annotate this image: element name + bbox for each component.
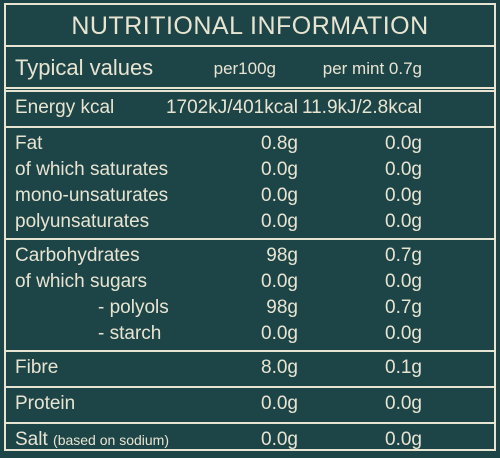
row-label: - starch [98,323,161,345]
row-label: of which saturates [15,159,168,181]
row-label-text: Protein [15,393,76,414]
value-per-100g: 8.0g [261,357,298,378]
table-row: mono-unsaturates 0.0g 0.0g [6,183,494,209]
row-group: Protein 0.0g 0.0g [6,388,494,424]
value-per-mint: 0.0g [385,133,422,154]
title: NUTRITIONAL INFORMATION [6,5,494,47]
value-per-100g: 0.0g [261,211,298,232]
value-per-100g: 98g [266,245,298,266]
table-row: - polyols 98g 0.7g [6,295,494,321]
row-label-text: - starch [98,323,162,344]
row-label-text: Salt [15,429,48,450]
value-per-mint: 0.0g [385,429,422,450]
table-body: Energy kcal 1702kJ/401kcal 11.9kJ/2.8kcal F… [6,92,494,458]
row-label-text: Fat [15,133,43,154]
row-label: Carbohydrates [15,245,140,267]
header-label: Typical values [15,55,154,80]
row-note: (based on sodium) [53,432,169,448]
row-label-text: of which sugars [15,271,148,292]
row-label: Fat [15,133,42,155]
value-per-100g: 98g [266,297,298,318]
row-group: Salt (based on sodium) 0.0g 0.0g [6,424,494,458]
value-per-100g: 0.0g [261,393,298,414]
table-row: Protein 0.0g 0.0g [6,391,494,419]
row-label-text: polyunsaturates [15,211,150,232]
row-group: Fibre 8.0g 0.1g [6,352,494,388]
table-row: of which saturates 0.0g 0.0g [6,157,494,183]
value-per-mint: 0.0g [385,159,422,180]
header-column: per mint 0.7g [322,59,422,78]
table-row: polyunsaturates 0.0g 0.0g [6,209,494,235]
value-per-mint: 0.0g [385,393,422,414]
row-label: Fibre [15,357,58,379]
row-group: Energy kcal 1702kJ/401kcal 11.9kJ/2.8kcal [6,92,494,128]
value-per-100g: 0.0g [261,271,298,292]
row-label: - polyols [98,297,169,319]
value-per-100g: 0.0g [261,159,298,180]
row-label-text: of which saturates [15,159,169,180]
value-per-mint: 11.9kJ/2.8kcal [301,97,422,118]
row-label-text: Energy kcal [15,97,115,118]
row-label-text: - polyols [98,297,169,318]
table-row: Fat 0.8g 0.0g [6,131,494,157]
value-per-mint: 0.0g [385,323,422,344]
row-label-text: mono-unsaturates [15,185,169,206]
table-row: - starch 0.0g 0.0g [6,321,494,347]
row-label: Salt (based on sodium) [15,429,169,451]
row-group: Fat 0.8g 0.0g of which saturates 0.0g 0.0g mon… [6,128,494,240]
header-column: per100g [213,59,276,78]
value-per-100g: 0.8g [261,133,298,154]
value-per-100g: 1702kJ/401kcal [165,97,298,118]
header-row: Typical values per100g per mint 0.7g [6,47,494,92]
value-per-100g: 0.0g [261,429,298,450]
row-label: mono-unsaturates [15,185,168,207]
table-row: Salt (based on sodium) 0.0g 0.0g [6,427,494,455]
row-group: Carbohydrates 98g 0.7g of which sugars 0.0g 0… [6,240,494,352]
value-per-100g: 0.0g [261,185,298,206]
row-label: Protein [15,393,75,415]
row-label: Energy kcal [15,97,114,119]
value-per-mint: 0.0g [385,271,422,292]
value-per-mint: 0.7g [385,297,422,318]
table-row: Energy kcal 1702kJ/401kcal 11.9kJ/2.8kcal [6,95,494,123]
nutrition-label: NUTRITIONAL INFORMATION Typical values p… [4,3,496,451]
row-label-text: Carbohydrates [15,245,140,266]
header: Typical values per100g per mint 0.7g [6,47,494,87]
table-row: Carbohydrates 98g 0.7g [6,243,494,269]
row-label-text: Fibre [15,357,59,378]
value-per-100g: 0.0g [261,323,298,344]
value-per-mint: 0.1g [385,357,422,378]
value-per-mint: 0.0g [385,185,422,206]
value-per-mint: 0.0g [385,211,422,232]
row-label: of which sugars [15,271,147,293]
table-row: of which sugars 0.0g 0.0g [6,269,494,295]
table-row: Fibre 8.0g 0.1g [6,355,494,383]
value-per-mint: 0.7g [385,245,422,266]
row-label: polyunsaturates [15,211,149,233]
